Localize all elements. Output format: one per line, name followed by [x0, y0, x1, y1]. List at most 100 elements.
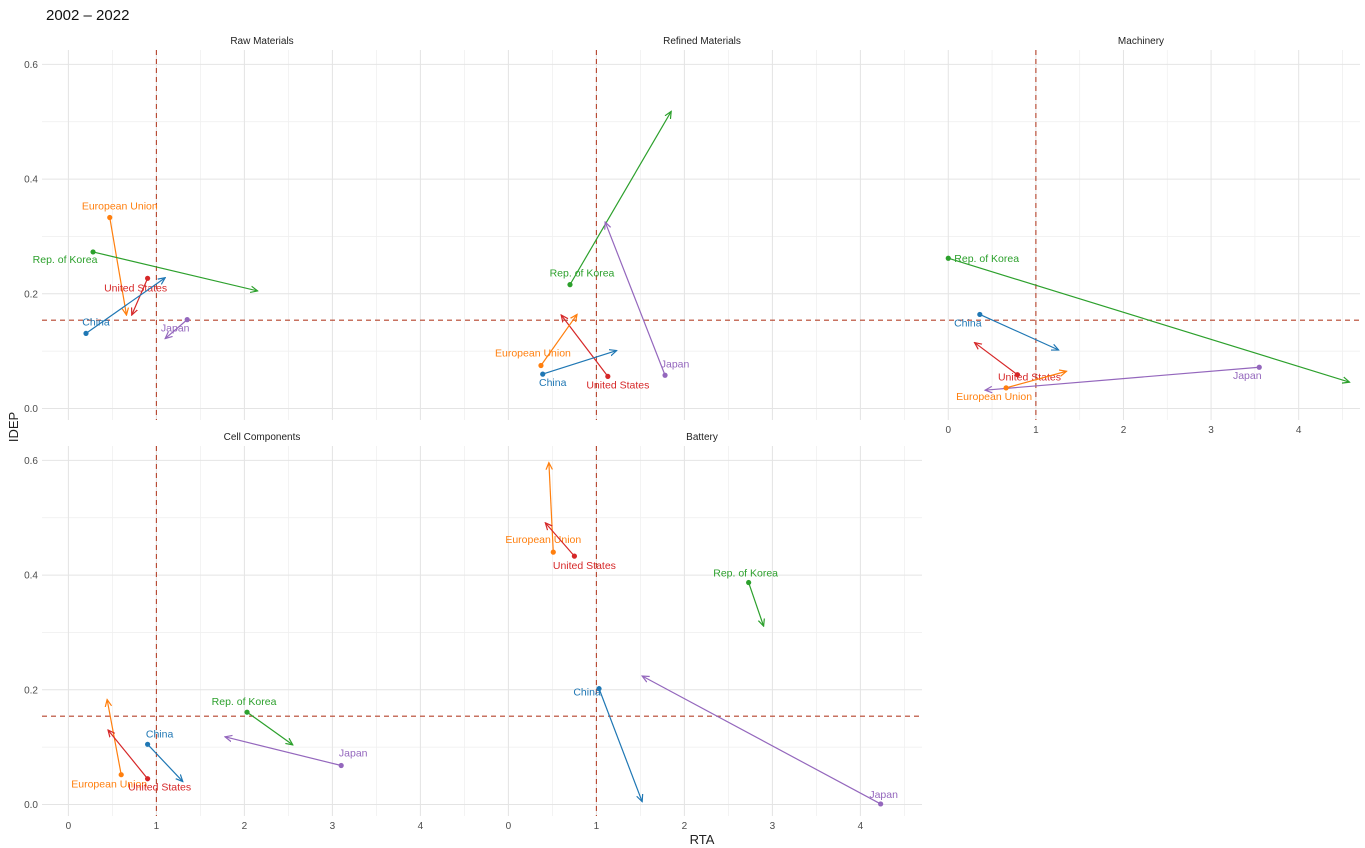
point-label-china: China — [82, 316, 110, 328]
panel-title: Machinery — [1118, 36, 1164, 47]
series-european-union: European Union — [71, 700, 147, 791]
y-tick-label: 0.2 — [24, 289, 38, 300]
y-tick-label: 0.6 — [24, 60, 38, 71]
series-japan: Japan — [225, 737, 368, 769]
x-tick-label: 3 — [330, 821, 336, 832]
point-label-european-union: European Union — [956, 391, 1032, 403]
arrow-japan — [642, 676, 881, 805]
point-label-japan: Japan — [161, 323, 190, 335]
point-label-european-union: European Union — [505, 534, 581, 546]
series-china: China — [573, 686, 642, 802]
arrow-united-states — [108, 730, 149, 780]
point-start-japan — [878, 801, 884, 807]
arrow-united-states — [545, 523, 575, 557]
point-start-european-union — [538, 362, 544, 369]
series-china: China — [145, 728, 183, 781]
series-european-union: European Union — [505, 463, 581, 555]
series-european-union: European Union — [82, 201, 158, 316]
point-label-japan: Japan — [661, 358, 690, 370]
point-start-china — [977, 311, 983, 318]
arrow-european-union — [109, 217, 127, 316]
series-rep-of-korea: Rep. of Korea — [550, 111, 672, 288]
arrow-united-states — [132, 278, 149, 315]
y-tick-label: 0.0 — [24, 404, 38, 415]
point-start-rep-of-korea — [567, 282, 573, 288]
x-tick-label: 3 — [770, 821, 776, 832]
panel-battery: Battery 0 1 2 3 4 European Union United States R… — [482, 432, 922, 832]
point-label-china: China — [573, 687, 601, 699]
arrow-japan — [165, 319, 188, 339]
point-label-china: China — [954, 317, 982, 329]
point-start-china — [145, 741, 151, 747]
point-start-united-states — [145, 776, 151, 782]
point-label-china: China — [539, 377, 567, 389]
y-tick-label: 0.4 — [24, 175, 38, 186]
x-tick-label: 2 — [682, 821, 688, 832]
arrow-rep-of-korea — [948, 257, 1349, 382]
series-european-union: European Union — [495, 314, 577, 369]
point-start-rep-of-korea — [90, 249, 96, 255]
point-start-european-union — [550, 549, 556, 555]
x-tick-label: 0 — [506, 821, 512, 832]
series-japan: Japan — [985, 364, 1262, 391]
series-rep-of-korea: Rep. of Korea — [212, 696, 293, 745]
panel-title: Cell Components — [224, 432, 301, 443]
point-start-european-union — [107, 214, 113, 221]
point-start-japan — [338, 762, 344, 769]
series-united-states: United States — [108, 730, 191, 794]
point-label-european-union: European Union — [71, 779, 147, 791]
point-start-china — [596, 686, 602, 692]
page-title: 2002 – 2022 — [46, 7, 130, 24]
arrow-rep-of-korea — [92, 251, 258, 291]
x-axis-title: RTA — [690, 832, 715, 847]
panel-refined-materials: Refined Materials Rep. of Korea Japan Unite… — [482, 36, 922, 420]
arrow-european-union — [549, 463, 554, 553]
point-start-united-states — [605, 373, 611, 380]
x-tick-label: 3 — [1208, 425, 1214, 436]
series-european-union: European Union — [956, 371, 1066, 403]
arrow-japan — [605, 222, 666, 376]
series-china: China — [82, 278, 165, 336]
arrow-rep-of-korea — [748, 582, 764, 627]
point-label-rep-of-korea: Rep. of Korea — [550, 268, 615, 280]
y-tick-label: 0.0 — [24, 800, 38, 811]
arrow-china — [542, 351, 617, 375]
y-tick-label: 0.4 — [24, 571, 38, 582]
series-united-states: United States — [545, 523, 616, 572]
point-start-european-union — [118, 772, 124, 778]
point-label-japan: Japan — [339, 748, 368, 760]
x-tick-label: 0 — [66, 821, 72, 832]
point-label-china: China — [146, 728, 174, 740]
series-rep-of-korea: Rep. of Korea — [713, 568, 778, 627]
x-tick-label: 4 — [418, 821, 424, 832]
point-start-japan — [662, 372, 668, 378]
series-united-states: United States — [104, 275, 167, 315]
panel-raw-materials: Raw Materials 0.0 0.2 0.4 0.6 European Union R… — [24, 36, 482, 420]
arrow-china — [85, 278, 165, 334]
y-axis-title: IDEP — [6, 412, 21, 442]
y-tick-label: 0.6 — [24, 456, 38, 467]
x-tick-label: 2 — [242, 821, 248, 832]
point-label-united-states: United States — [586, 379, 649, 391]
point-label-united-states: United States — [128, 782, 191, 794]
point-label-european-union: European Union — [82, 201, 158, 213]
x-tick-label: 4 — [858, 821, 864, 832]
point-label-rep-of-korea: Rep. of Korea — [212, 696, 277, 708]
point-start-united-states — [1014, 372, 1021, 378]
point-start-rep-of-korea — [746, 579, 752, 586]
x-tick-label: 1 — [594, 821, 600, 832]
x-tick-label: 1 — [1033, 425, 1039, 436]
point-start-european-union — [1003, 385, 1009, 391]
arrow-china — [147, 743, 183, 781]
point-label-rep-of-korea: Rep. of Korea — [33, 254, 98, 266]
arrow-united-states — [975, 343, 1018, 376]
arrow-china — [598, 688, 642, 802]
x-tick-label: 0 — [945, 425, 951, 436]
point-start-china — [83, 330, 89, 336]
series-china: China — [954, 311, 1059, 350]
panel-cell-components: Cell Components 0.0 0.2 0.4 0.6 0 1 2 3 4 China Eur… — [24, 432, 482, 832]
point-start-japan — [184, 317, 190, 323]
point-start-rep-of-korea — [244, 709, 250, 715]
arrow-china — [979, 313, 1059, 350]
point-label-european-union: European Union — [495, 348, 571, 360]
